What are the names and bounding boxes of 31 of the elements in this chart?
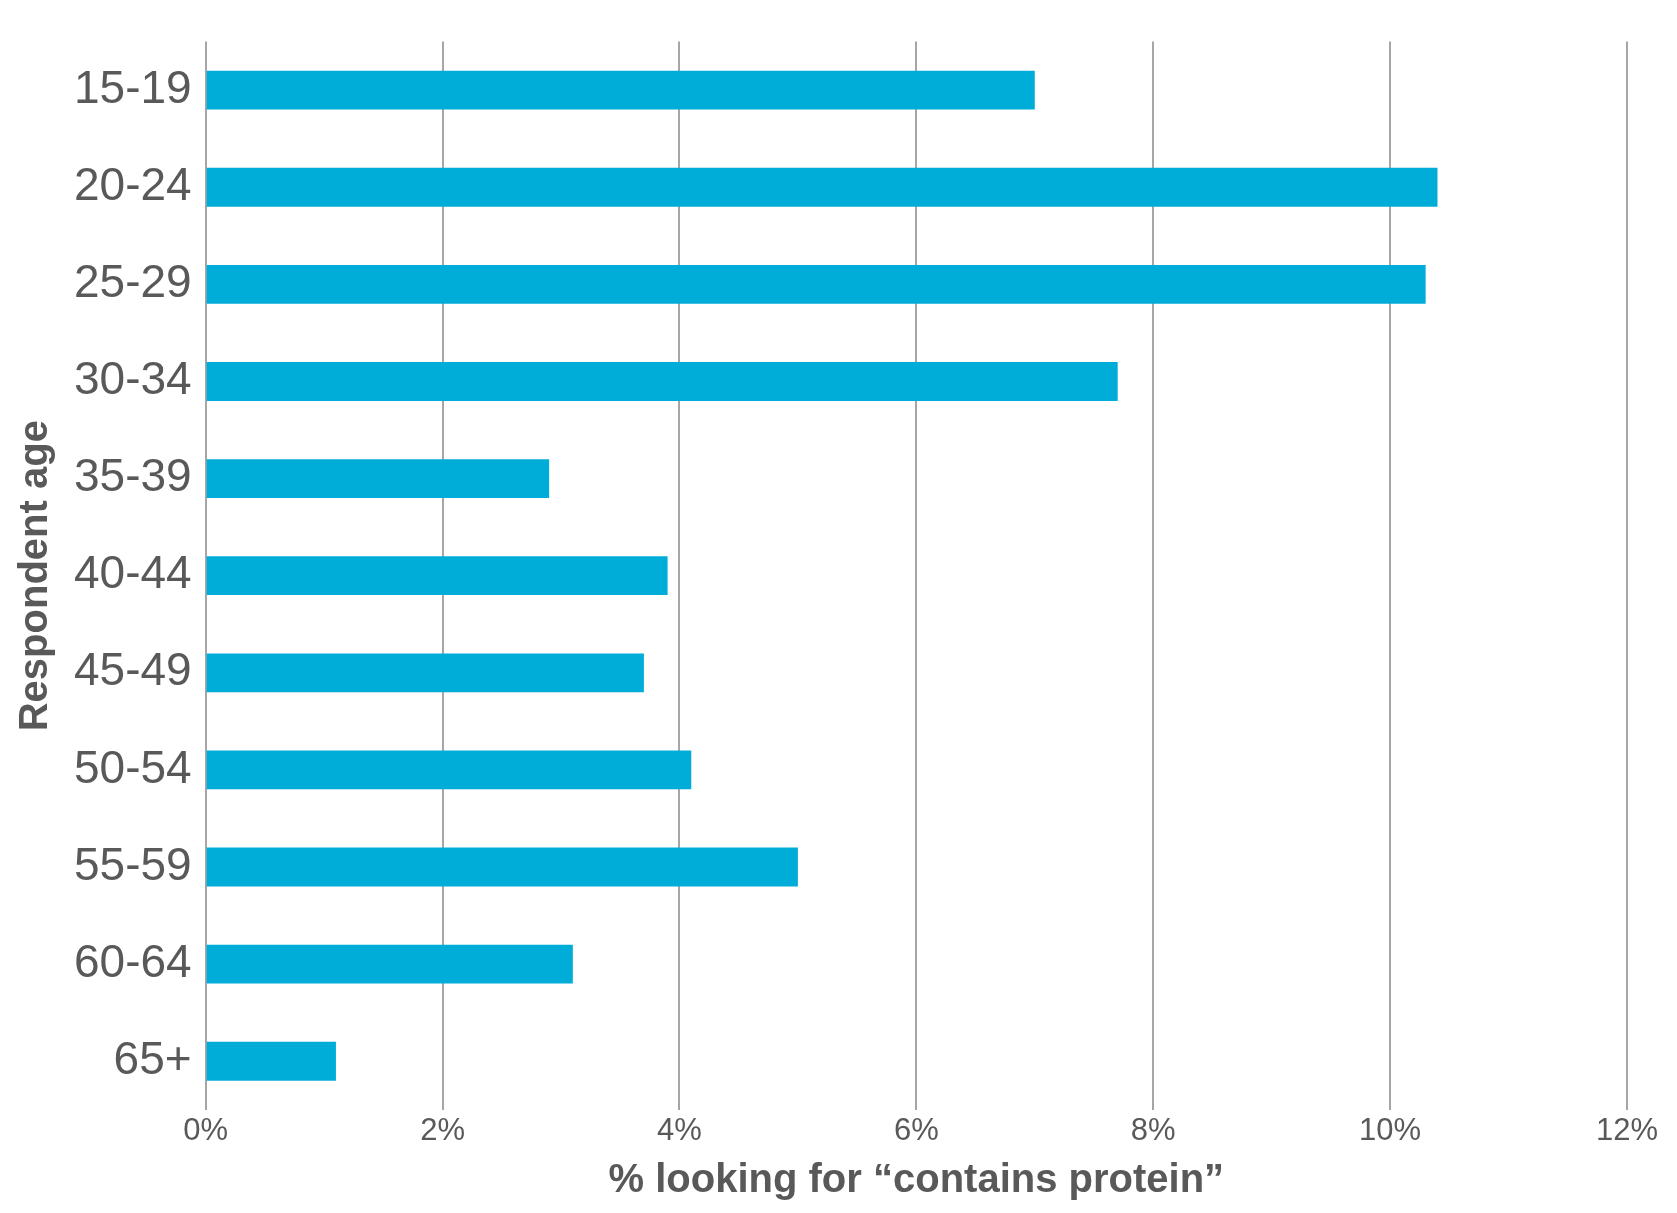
y-tick-label: 25-29	[73, 255, 192, 308]
y-tick-label: 60-64	[73, 934, 192, 987]
y-tick-label: 20-24	[73, 157, 192, 210]
x-tick-label: 6%	[893, 1111, 939, 1147]
x-tick-label: 4%	[657, 1111, 702, 1147]
y-tick-label: 65+	[113, 1031, 192, 1084]
y-tick-label: 50-54	[73, 740, 192, 793]
bar	[206, 556, 668, 596]
bar	[206, 750, 692, 790]
y-tick-label: 55-59	[73, 837, 192, 890]
bar	[206, 167, 1438, 207]
bar	[206, 70, 1035, 110]
y-tick-label: 30-34	[73, 352, 192, 405]
bar	[206, 459, 550, 499]
bar	[206, 362, 1118, 401]
x-axis-title: % looking for “contains protein”	[608, 1156, 1225, 1201]
bar	[206, 653, 644, 693]
x-tick-label: 10%	[1359, 1111, 1422, 1147]
y-tick-label: 40-44	[73, 546, 192, 599]
x-tick-label: 12%	[1595, 1111, 1659, 1147]
bar	[206, 944, 573, 984]
y-axis-title: Respondent age	[11, 420, 56, 732]
bar	[206, 1041, 336, 1081]
x-tick-label: 2%	[420, 1111, 465, 1147]
y-tick-label: 35-39	[73, 449, 192, 502]
y-tick-label: 15-19	[73, 60, 192, 113]
x-tick-label: 8%	[1130, 1111, 1176, 1147]
bar	[206, 847, 798, 887]
y-tick-label: 45-49	[73, 643, 192, 696]
x-tick-label: 0%	[183, 1111, 229, 1147]
bar	[206, 264, 1426, 304]
